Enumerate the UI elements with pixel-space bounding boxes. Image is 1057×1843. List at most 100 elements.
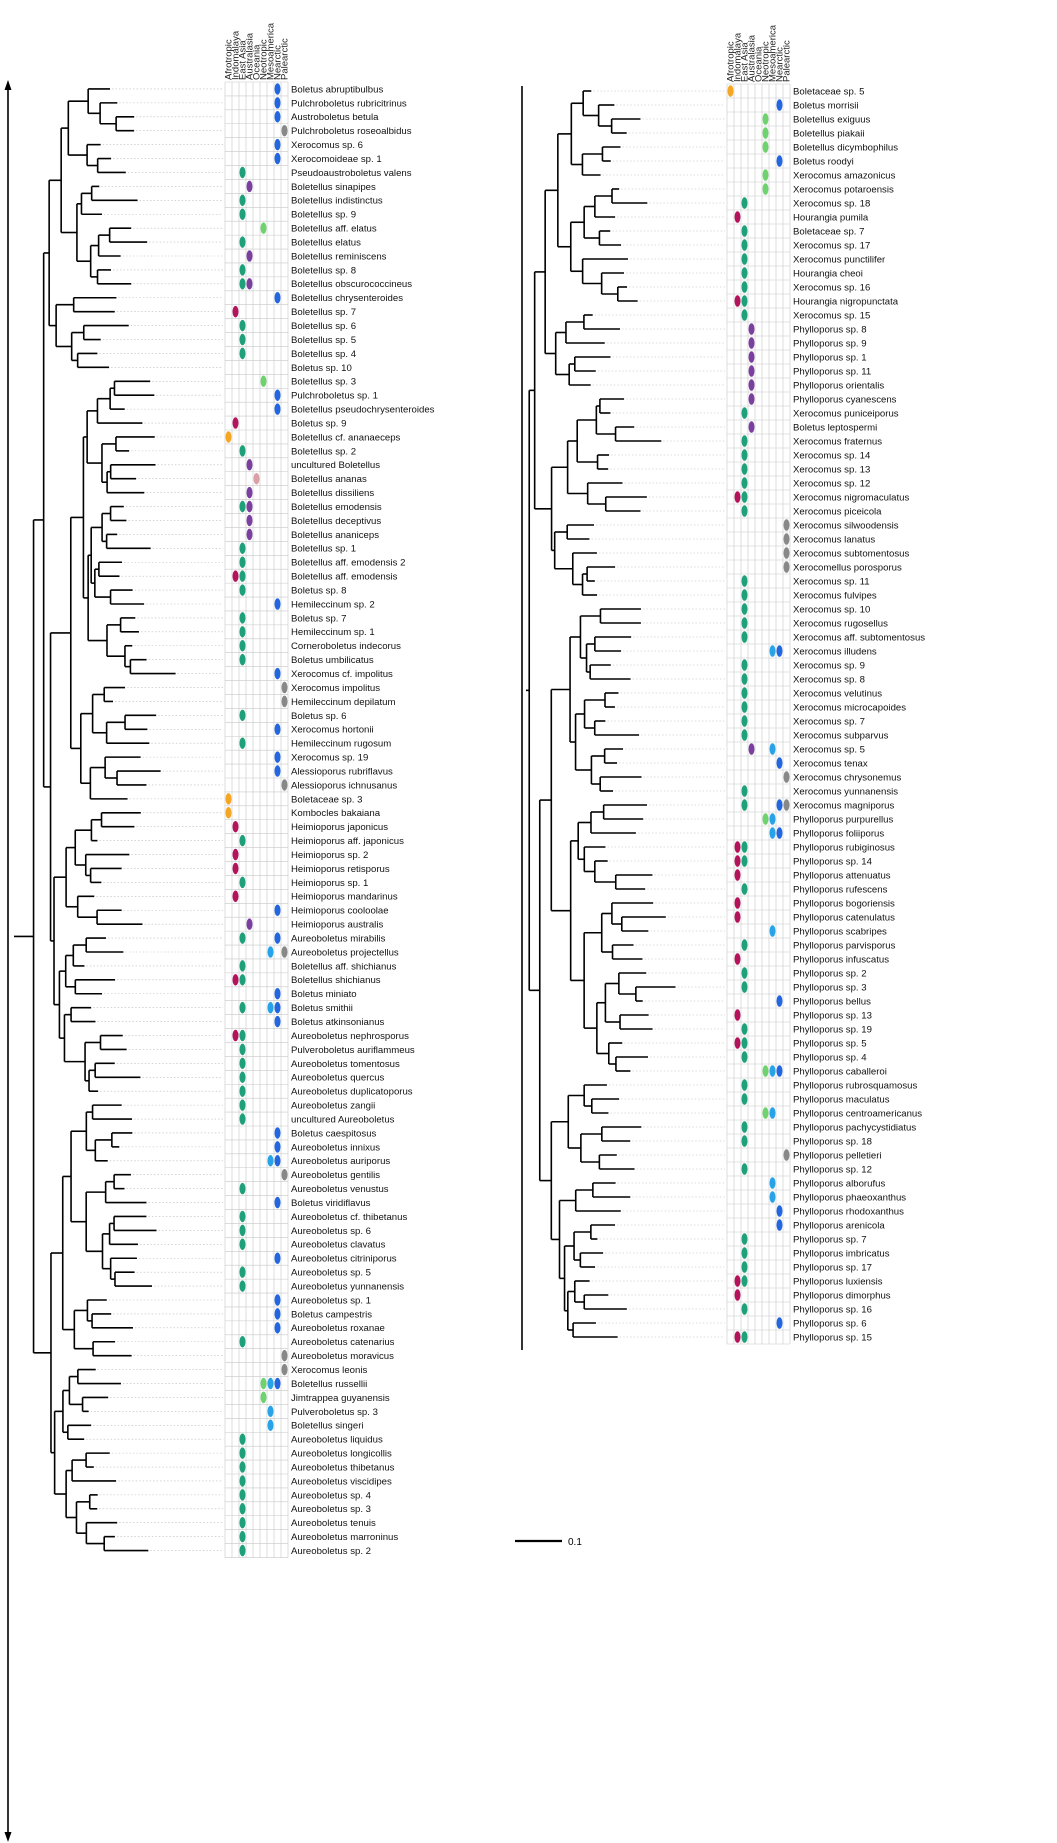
taxon-label: Xerocomus microcapoides <box>793 702 906 713</box>
taxon-label: Aureoboletus moravicus <box>291 1351 394 1362</box>
taxon-label: Boletellus cf. ananaeceps <box>291 432 401 443</box>
taxon-label: Phylloporus phaeoxanthus <box>793 1192 906 1203</box>
presence-dot <box>741 267 748 279</box>
region-header: East Asia <box>238 40 249 80</box>
taxon-label: Xerocomus sp. 11 <box>793 576 870 587</box>
region-header: Mesoamerica <box>768 24 779 82</box>
presence-dot <box>232 890 239 903</box>
taxon-label: Xerocomus nigromaculatus <box>793 492 909 503</box>
taxon-label: Aureoboletus tomentosus <box>291 1059 400 1070</box>
taxon-label: Boletellus sp. 2 <box>291 446 356 457</box>
taxon-label: Phylloporus sp. 13 <box>793 1010 872 1021</box>
taxon-label: Aureoboletus marroninus <box>291 1532 398 1543</box>
taxon-label: Boletellus sp. 6 <box>291 321 356 332</box>
presence-dot <box>776 1065 783 1077</box>
presence-dot <box>274 111 281 123</box>
presence-dot <box>741 1247 748 1259</box>
taxon-label: Aureoboletus liquidus <box>291 1435 383 1446</box>
presence-dot <box>274 765 281 777</box>
taxon-label: Aureoboletus longicollis <box>291 1449 392 1460</box>
taxon-label: Aureoboletus mirabilis <box>291 933 386 944</box>
taxon-label: Aureoboletus projectellus <box>291 947 399 958</box>
presence-dot <box>246 278 253 290</box>
presence-dot <box>783 533 790 545</box>
taxon-label: Xerocomus hortonii <box>291 725 374 736</box>
taxon-label: Boletus campestris <box>291 1309 372 1320</box>
taxon-label: Xerocomus magniporus <box>793 800 895 811</box>
presence-dot <box>246 459 253 471</box>
presence-dot <box>274 932 281 944</box>
presence-dot <box>232 862 239 875</box>
presence-dot <box>239 1336 246 1348</box>
presence-dot <box>741 491 748 503</box>
presence-dot <box>239 556 246 568</box>
taxon-label: Hemileccinum depilatum <box>291 697 396 708</box>
region-header: Palearctic <box>782 40 793 82</box>
presence-dot <box>239 319 246 332</box>
arrow-head-icon <box>4 1832 12 1842</box>
presence-dot <box>239 1043 246 1056</box>
presence-dot <box>239 194 246 207</box>
taxon-label: Phylloporus sp. 16 <box>793 1304 872 1315</box>
taxon-label: Phylloporus bogoriensis <box>793 898 895 909</box>
scale-bar-label: 0.1 <box>568 1537 582 1548</box>
presence-dot <box>741 239 748 251</box>
presence-dot <box>239 1001 246 1014</box>
presence-dot <box>239 932 246 944</box>
presence-dot <box>741 785 748 797</box>
presence-dot <box>741 505 748 517</box>
taxon-label: Aureoboletus cf. thibetanus <box>291 1212 407 1223</box>
presence-dot <box>762 1065 769 1077</box>
taxon-label: Pseudoaustroboletus valens <box>291 168 412 179</box>
presence-dot <box>267 1405 274 1418</box>
taxon-label: Phylloporus pachycystidiatus <box>793 1122 916 1133</box>
presence-dot <box>246 500 253 513</box>
presence-dot <box>239 166 246 179</box>
presence-dot <box>239 876 246 889</box>
presence-dot <box>741 799 748 811</box>
presence-dot <box>239 1238 246 1251</box>
taxon-label: Aureoboletus sp. 1 <box>291 1295 371 1306</box>
presence-dot <box>734 1331 741 1343</box>
taxon-label: Hourangia pumila <box>793 212 869 223</box>
presence-dot <box>225 431 232 443</box>
taxon-label: Boletaceae sp. 7 <box>793 226 864 237</box>
presence-dot <box>239 1530 246 1543</box>
presence-dot <box>239 1461 246 1473</box>
taxon-label: Phylloporus maculatus <box>793 1094 890 1105</box>
taxon-label: Xerocomus leonis <box>291 1365 367 1376</box>
presence-dot <box>741 197 748 209</box>
presence-dot <box>246 180 253 193</box>
taxon-label: Jimtrappea guyanensis <box>291 1393 390 1404</box>
presence-dot <box>762 127 769 139</box>
presence-dot <box>748 393 755 405</box>
presence-dot <box>267 946 274 958</box>
taxon-label: Boletellus ananas <box>291 474 367 485</box>
taxon-label: Boletellus aff. emodensis <box>291 572 398 583</box>
taxon-label: Boletellus reminiscens <box>291 251 387 262</box>
presence-dot <box>741 967 748 979</box>
taxon-label: Kombocles bakaiana <box>291 808 381 819</box>
taxon-label: Boletus abruptibulbus <box>291 84 383 95</box>
presence-dot <box>239 500 246 513</box>
presence-dot <box>281 1363 288 1376</box>
taxon-label: Corneroboletus indecorus <box>291 641 401 652</box>
presence-dot <box>776 1205 783 1217</box>
taxon-label: Xerocomus sp. 14 <box>793 450 871 461</box>
presence-dot <box>734 211 741 223</box>
presence-dot <box>274 723 281 736</box>
presence-dot <box>232 820 239 833</box>
taxon-label: Phylloporus sp. 2 <box>793 968 867 979</box>
presence-dot <box>741 295 748 307</box>
presence-dot <box>741 701 748 713</box>
taxon-label: Aureoboletus venustus <box>291 1184 389 1195</box>
taxon-label: Boletellus sp. 1 <box>291 544 356 555</box>
taxon-label: Alessioporus ichnusanus <box>291 780 397 791</box>
presence-dot <box>274 292 281 304</box>
taxon-label: Boletus sp. 9 <box>291 418 346 429</box>
taxon-label: Xerocomus sp. 9 <box>793 660 865 671</box>
taxon-label: Phylloporus caballeroi <box>793 1066 887 1077</box>
presence-dot <box>239 333 246 346</box>
presence-dot <box>741 729 748 741</box>
